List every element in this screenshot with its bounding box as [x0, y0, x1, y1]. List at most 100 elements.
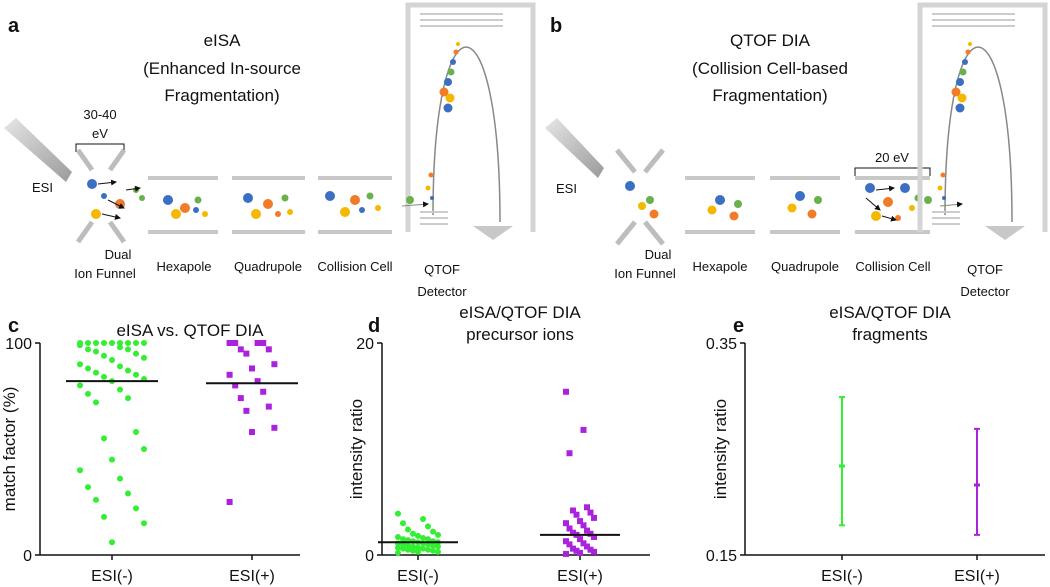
- point: [566, 525, 573, 532]
- detector-label: Detector: [417, 284, 467, 299]
- esi-needle: [4, 118, 72, 182]
- y-axis-label: intensity ratio: [711, 399, 730, 499]
- funnel-label: Ion Funnel: [614, 266, 676, 281]
- point: [573, 511, 580, 518]
- point: [395, 549, 401, 556]
- panel-title: Fragmentation): [164, 86, 279, 105]
- point: [410, 530, 416, 537]
- point: [584, 504, 590, 511]
- panel-title: (Collision Cell-based: [692, 59, 848, 78]
- point: [85, 365, 91, 372]
- point: [125, 490, 131, 497]
- source-label: ESI: [32, 180, 53, 195]
- panel-letter: e: [733, 315, 744, 337]
- point: [133, 340, 139, 346]
- panel-b: b QTOF DIA (Collision Cell-based Fragmen…: [545, 5, 1045, 299]
- point: [410, 538, 416, 545]
- point: [580, 540, 587, 547]
- point: [93, 496, 99, 503]
- point: [271, 424, 278, 431]
- y-tick-label: 100: [5, 336, 32, 353]
- chart-title: precursor ions: [466, 325, 574, 344]
- point: [430, 547, 436, 554]
- point: [395, 544, 401, 551]
- point: [563, 538, 569, 545]
- point: [237, 395, 244, 402]
- point: [410, 547, 416, 554]
- point: [117, 475, 123, 482]
- point: [125, 395, 131, 402]
- x-tick-label: ESI(+): [229, 568, 275, 585]
- funnel-label: Dual: [105, 247, 132, 262]
- point: [415, 548, 421, 555]
- point: [563, 550, 569, 557]
- point: [101, 352, 107, 359]
- point: [117, 363, 123, 370]
- point: [591, 514, 597, 521]
- chart-title: eISA/QTOF DIA: [459, 303, 581, 322]
- point: [226, 340, 233, 346]
- point: [405, 542, 411, 549]
- point: [254, 378, 261, 385]
- point: [420, 540, 426, 547]
- stage-label: Hexapole: [693, 259, 748, 274]
- panel-a: a eISA (Enhanced In-source Fragmentation…: [4, 5, 533, 299]
- x-tick-label: ESI(-): [91, 568, 133, 585]
- point: [435, 543, 441, 550]
- point: [249, 429, 255, 436]
- point: [566, 541, 573, 548]
- point: [587, 546, 594, 553]
- point: [563, 520, 569, 527]
- chart-title: fragments: [852, 325, 928, 344]
- point: [425, 523, 431, 530]
- point: [109, 356, 115, 363]
- point: [232, 340, 239, 346]
- panel-letter: a: [8, 15, 20, 37]
- x-tick-label: ESI(+): [954, 568, 1000, 585]
- point: [587, 530, 594, 537]
- point: [420, 535, 426, 542]
- point: [415, 544, 421, 551]
- point: [580, 522, 587, 529]
- stage-label: Quadrupole: [234, 259, 302, 274]
- point: [395, 533, 401, 540]
- point: [232, 382, 239, 389]
- point: [141, 520, 147, 527]
- point: [591, 533, 597, 540]
- point: [570, 529, 576, 536]
- y-axis-label: intensity ratio: [347, 399, 366, 499]
- point: [226, 371, 233, 378]
- point: [125, 340, 131, 346]
- point: [133, 350, 139, 357]
- point: [260, 340, 267, 346]
- point: [395, 510, 401, 517]
- y-tick-label: 0.15: [706, 548, 737, 565]
- point: [133, 505, 139, 512]
- point: [133, 371, 139, 378]
- point: [93, 348, 99, 355]
- panel-letter: b: [550, 15, 562, 37]
- point: [591, 548, 597, 555]
- point: [101, 435, 107, 442]
- detector-label: QTOF: [424, 262, 460, 277]
- point: [570, 545, 576, 552]
- detector-label: QTOF: [967, 262, 1003, 277]
- point: [254, 340, 261, 346]
- point: [430, 542, 436, 549]
- point: [577, 549, 583, 556]
- point: [77, 467, 83, 474]
- point: [109, 539, 115, 546]
- stage-label: Quadrupole: [771, 259, 839, 274]
- point: [101, 513, 107, 520]
- point: [117, 344, 123, 351]
- point: [109, 340, 115, 346]
- y-tick-label: 0.35: [706, 336, 737, 353]
- point: [577, 518, 583, 525]
- bracket: [75, 143, 125, 152]
- point: [226, 499, 233, 505]
- point: [566, 450, 573, 457]
- detector-label: Detector: [960, 284, 1010, 299]
- x-tick-label: ESI(-): [397, 568, 439, 585]
- point: [243, 350, 250, 357]
